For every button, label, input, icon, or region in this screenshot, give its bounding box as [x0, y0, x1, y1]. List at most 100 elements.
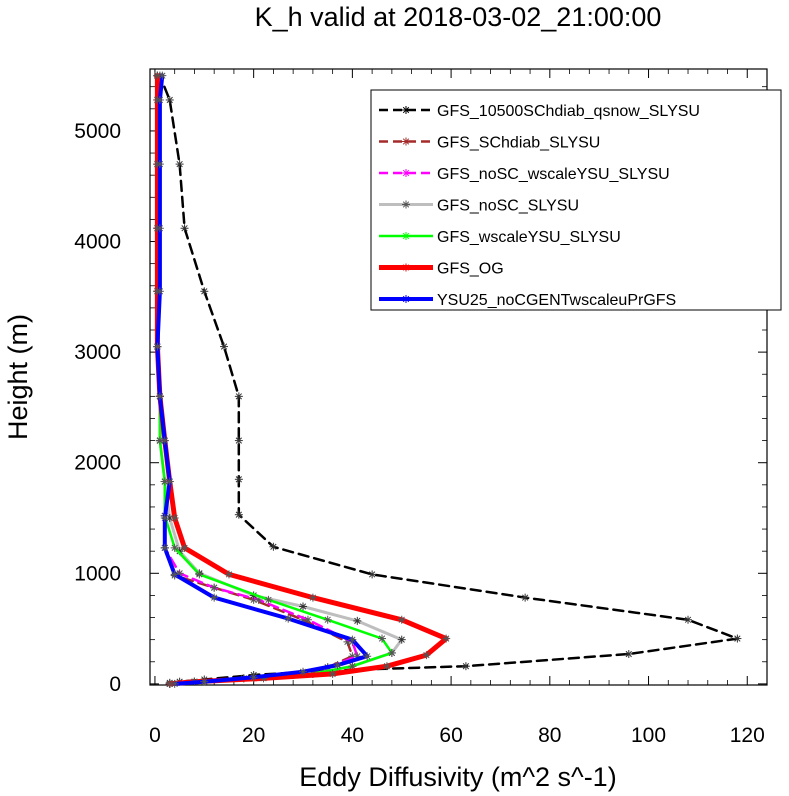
legend-box [370, 89, 782, 311]
data-point-marker [160, 436, 169, 445]
data-point-marker [158, 71, 167, 80]
data-point-marker [382, 662, 391, 671]
series-group [153, 71, 396, 688]
x-tick-label: 100 [631, 724, 666, 747]
data-point-marker [348, 662, 357, 671]
legend-label: GFS_10500SChdiab_qsnow_SLYSU [437, 103, 700, 120]
x-tick-label: 80 [538, 724, 561, 747]
legend-item: GFS_wscaleYSU_SLYSU [379, 229, 621, 246]
data-point-marker [210, 593, 219, 602]
series-group [153, 71, 372, 688]
legend-label: GFS_noSC_SLYSU [437, 198, 579, 215]
data-point-marker [402, 169, 410, 177]
data-point-marker [195, 570, 204, 579]
data-point-marker [442, 634, 451, 643]
data-point-marker [269, 542, 278, 551]
data-point-marker [397, 615, 406, 624]
legend-label: GFS_noSC_wscaleYSU_SLYSU [437, 166, 670, 183]
series-layer [153, 71, 742, 688]
data-point-marker [521, 593, 530, 602]
data-point-marker [234, 510, 243, 519]
data-point-marker [402, 137, 410, 146]
data-point-marker [200, 677, 209, 686]
data-point-marker [264, 595, 273, 604]
data-point-marker [328, 669, 337, 678]
data-point-marker [180, 543, 189, 552]
data-point-marker [353, 616, 362, 625]
data-point-marker [155, 287, 164, 296]
data-point-marker [402, 232, 410, 240]
data-point-marker [684, 615, 693, 624]
data-point-marker [234, 436, 243, 445]
x-axis-title: Eddy Diffusivity (m^2 s^-1) [299, 762, 616, 792]
data-point-marker [284, 614, 293, 623]
legend: GFS_10500SChdiab_qsnow_SLYSU GFS_SChdiab_… [370, 89, 782, 311]
data-point-marker [402, 106, 410, 114]
data-point-marker [308, 593, 317, 602]
data-point-marker [299, 602, 308, 611]
data-point-marker [299, 667, 308, 676]
data-point-marker [624, 650, 633, 659]
data-point-marker [220, 342, 229, 351]
data-point-marker [733, 634, 742, 643]
legend-item: GFS_OG [379, 261, 504, 278]
data-point-marker [155, 95, 164, 104]
chart-title: K_h valid at 2018-03-02_21:00:00 [255, 2, 662, 32]
data-point-marker [165, 95, 174, 104]
legend-item: GFS_SChdiab_SLYSU [379, 135, 600, 152]
legend-item: YSU25_noCGENTwscaleuPrGFS [379, 292, 676, 309]
data-point-marker [170, 543, 179, 552]
y-tick-label: 5000 [74, 120, 121, 143]
y-axis-title: Height (m) [3, 314, 33, 440]
x-tick-label: 20 [242, 724, 265, 747]
series-line [155, 74, 404, 686]
data-point-marker [160, 514, 169, 523]
axis-ticks: 0 20 40 60 80 100 120 0 1000 2000 3000 4000 5000 [74, 69, 767, 747]
legend-item: GFS_noSC_SLYSU [379, 198, 579, 215]
data-point-marker [397, 635, 406, 644]
data-point-marker [170, 514, 179, 523]
data-point-marker [303, 615, 312, 624]
data-point-marker [402, 295, 410, 303]
data-point-marker [180, 224, 189, 233]
data-point-marker [363, 652, 372, 661]
legend-label: GFS_wscaleYSU_SLYSU [437, 229, 621, 246]
data-point-marker [402, 263, 410, 272]
data-point-marker [200, 287, 209, 296]
data-point-marker [333, 661, 342, 670]
y-tick-label: 3000 [74, 341, 121, 364]
data-point-marker [402, 200, 410, 209]
y-tick-label: 1000 [74, 562, 121, 585]
x-tick-label: 40 [341, 724, 364, 747]
data-point-marker [155, 224, 164, 233]
series-line [156, 74, 354, 686]
data-point-marker [155, 392, 164, 401]
legend-label: GFS_OG [437, 261, 504, 278]
series-group [153, 71, 406, 688]
data-point-marker [224, 570, 233, 579]
legend-item: GFS_10500SChdiab_qsnow_SLYSU [379, 103, 700, 120]
x-tick-label: 120 [730, 724, 765, 747]
data-point-marker [210, 583, 219, 592]
data-point-marker [377, 634, 386, 643]
data-point-marker [368, 570, 377, 579]
data-point-marker [234, 392, 243, 401]
data-point-marker [422, 651, 431, 660]
data-point-marker [249, 673, 258, 682]
data-point-marker [170, 570, 179, 579]
y-tick-label: 2000 [74, 452, 121, 475]
x-tick-label: 0 [149, 724, 161, 747]
series-line [156, 74, 359, 686]
data-point-marker [175, 160, 184, 169]
legend-label: GFS_SChdiab_SLYSU [437, 135, 600, 152]
legend-label: YSU25_noCGENTwscaleuPrGFS [437, 292, 676, 309]
y-tick-label: 4000 [74, 231, 121, 254]
series-line [156, 74, 394, 686]
data-point-marker [323, 615, 332, 624]
series-line [155, 73, 370, 686]
data-point-marker [165, 477, 174, 486]
data-point-marker [170, 679, 179, 688]
data-point-marker [160, 543, 169, 552]
data-point-marker [153, 342, 162, 351]
